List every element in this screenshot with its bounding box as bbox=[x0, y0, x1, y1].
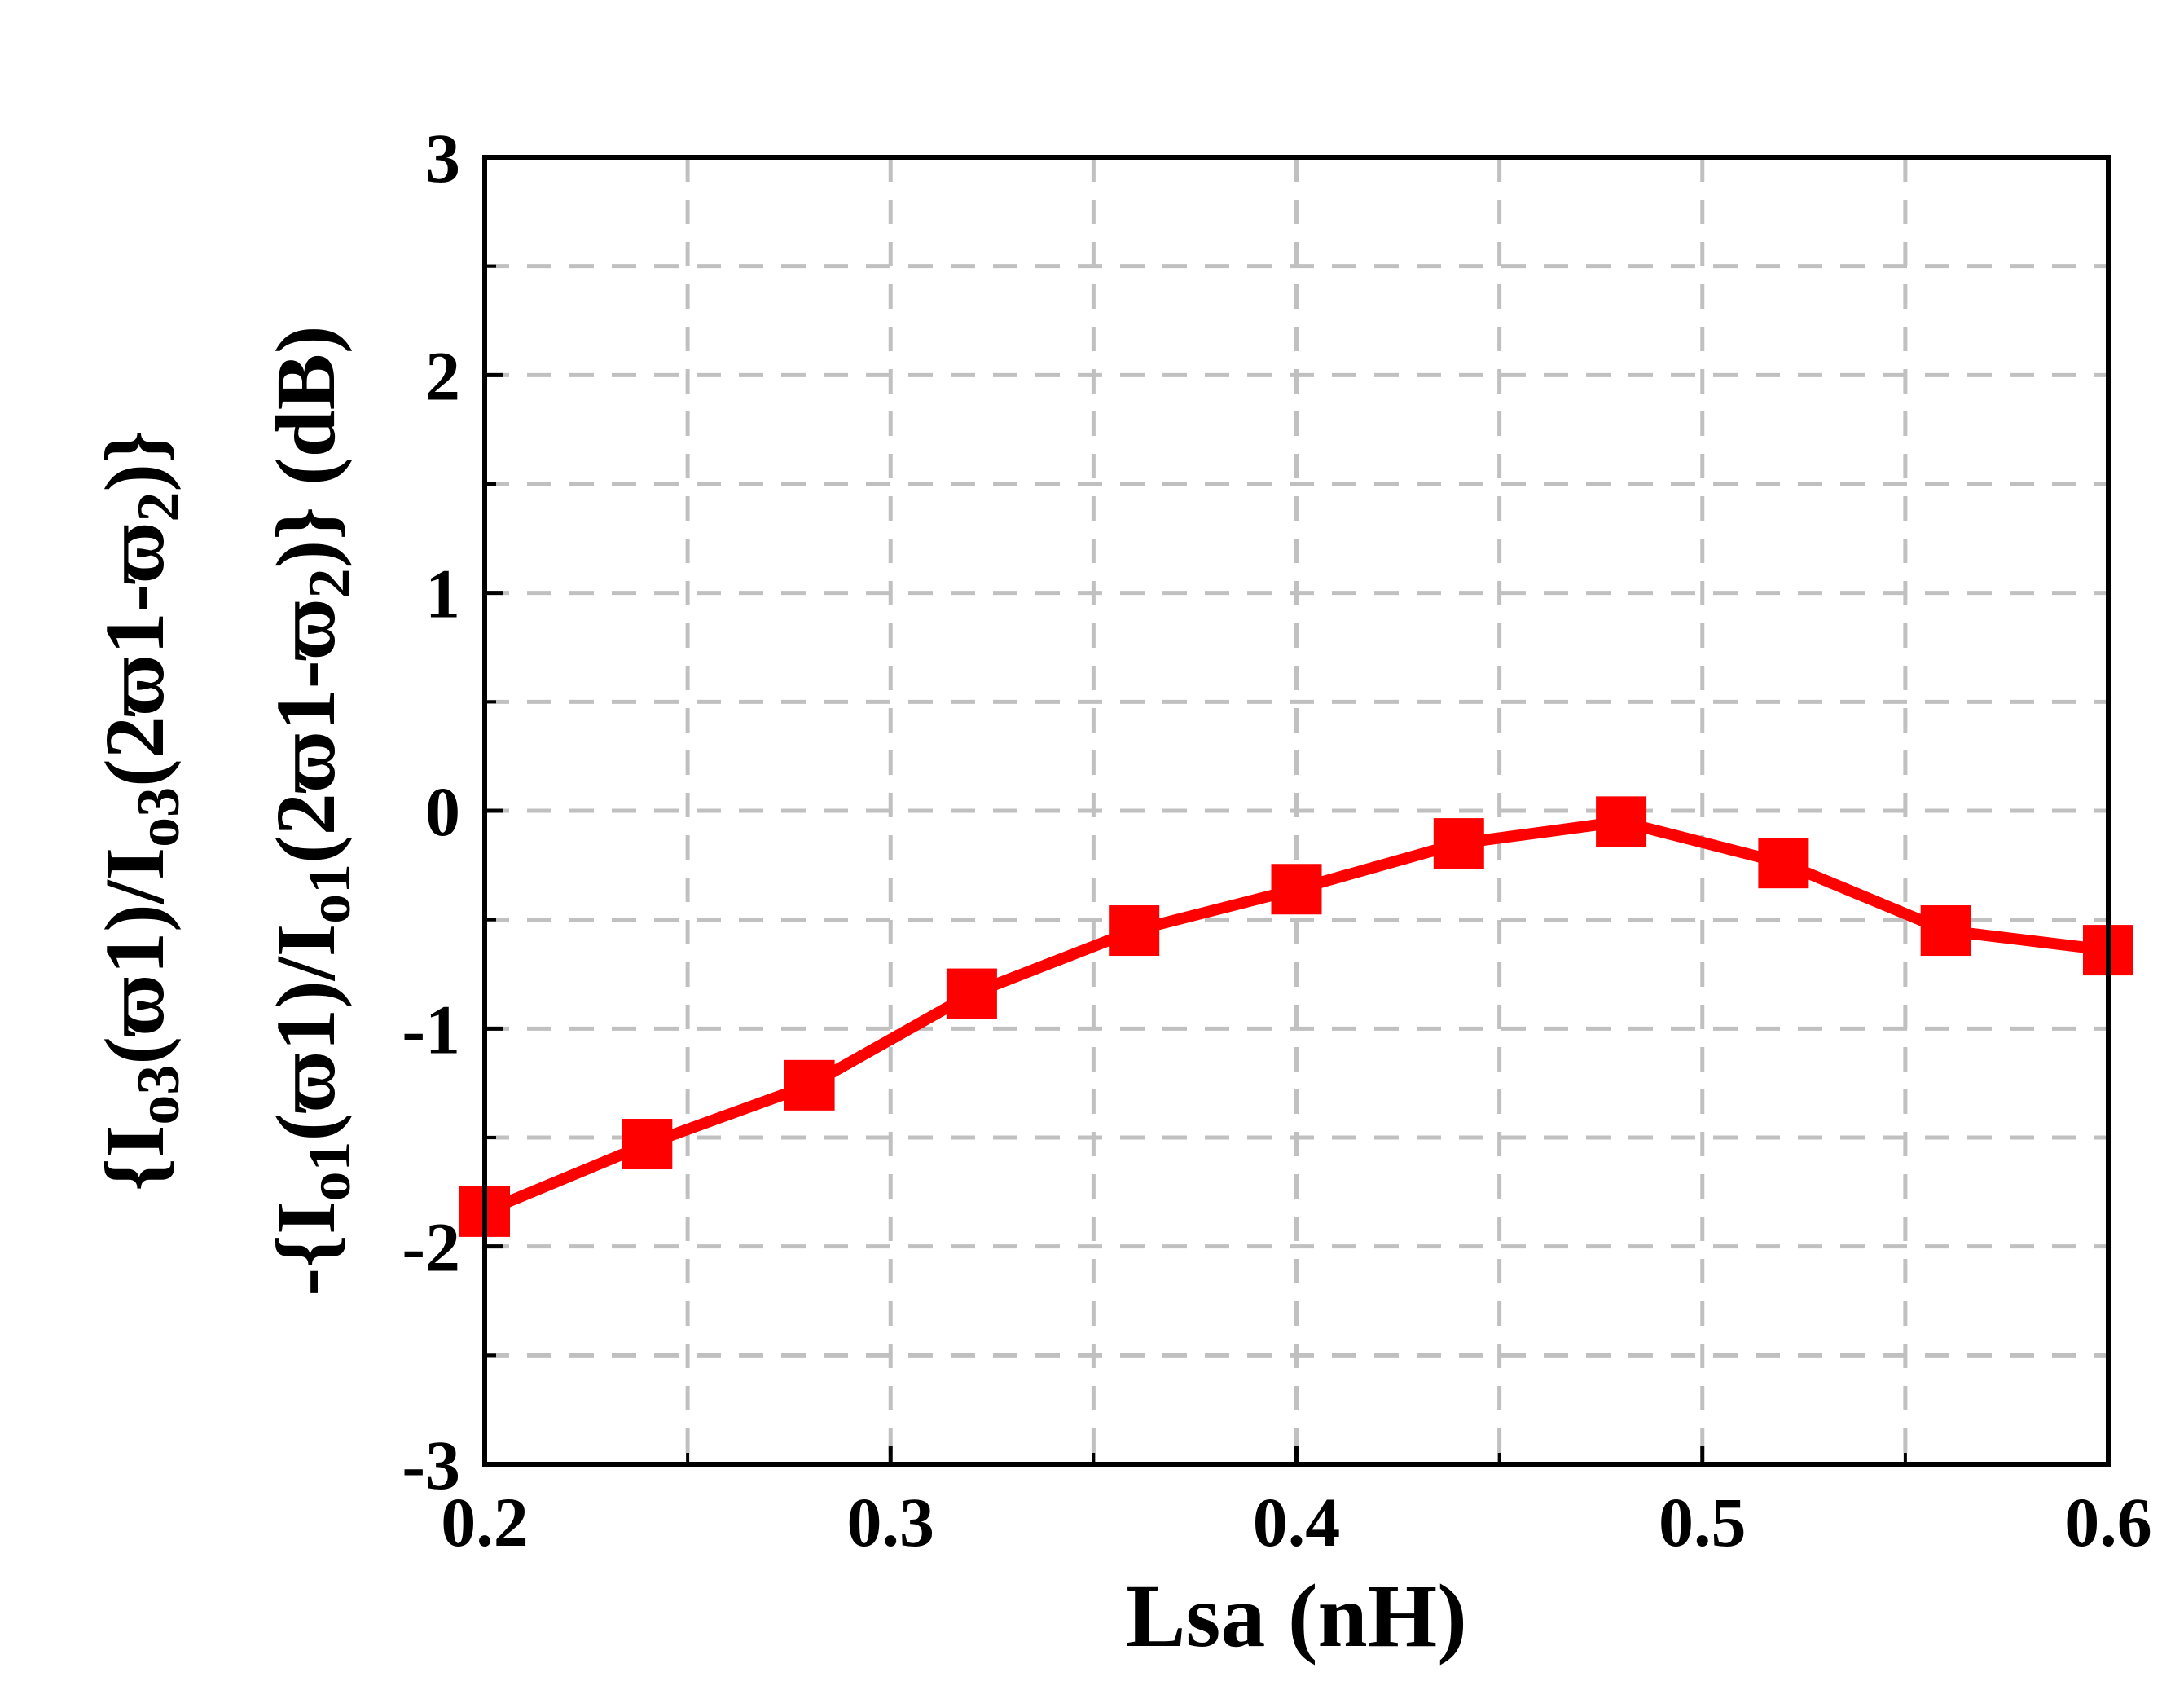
data-point-marker bbox=[1109, 905, 1160, 957]
x-tick-label: 0.4 bbox=[1253, 1483, 1341, 1561]
x-tick-label: 0.2 bbox=[441, 1483, 529, 1561]
y-tick-label: -3 bbox=[402, 1426, 460, 1504]
data-point-marker bbox=[1758, 838, 1809, 889]
data-point-marker bbox=[622, 1119, 673, 1170]
data-point-marker bbox=[1433, 818, 1484, 869]
y-axis-title-line: {Io3(ϖ1)/Io3(2ϖ1-ϖ2)} bbox=[88, 430, 192, 1191]
y-tick-label: 2 bbox=[425, 337, 460, 415]
x-axis-title: Lsa (nH) bbox=[1126, 1566, 1467, 1666]
x-tick-label: 0.5 bbox=[1659, 1483, 1747, 1561]
data-point-marker bbox=[784, 1059, 835, 1111]
y-tick-label: 0 bbox=[425, 772, 460, 851]
data-point-marker bbox=[1920, 905, 1971, 957]
data-point-marker bbox=[946, 968, 997, 1019]
y-tick-label: -2 bbox=[402, 1208, 460, 1287]
grid bbox=[485, 157, 2108, 1464]
y-tick-label: 3 bbox=[425, 119, 460, 197]
data-point-marker bbox=[1271, 864, 1322, 915]
y-tick-label: 1 bbox=[425, 555, 460, 633]
y-tick-label: -1 bbox=[402, 990, 460, 1068]
y-axis-title-line: -{Io1(ϖ1)/Io1(2ϖ1-ϖ2)} (dB) bbox=[259, 325, 363, 1296]
series-layer bbox=[459, 796, 2133, 1237]
y-axis-title: {Io3(ϖ1)/Io3(2ϖ1-ϖ2)} -{Io1(ϖ1)/Io1(2ϖ1-ϖ… bbox=[88, 325, 363, 1296]
ticks: 0.2 0.3 0.4 0.5 0.6 -3 -2 -1 0 1 2 3 bbox=[402, 119, 2151, 1561]
data-point-marker bbox=[1596, 796, 1647, 847]
x-tick-label: 0.3 bbox=[847, 1483, 935, 1561]
x-tick-label: 0.6 bbox=[2064, 1483, 2152, 1561]
